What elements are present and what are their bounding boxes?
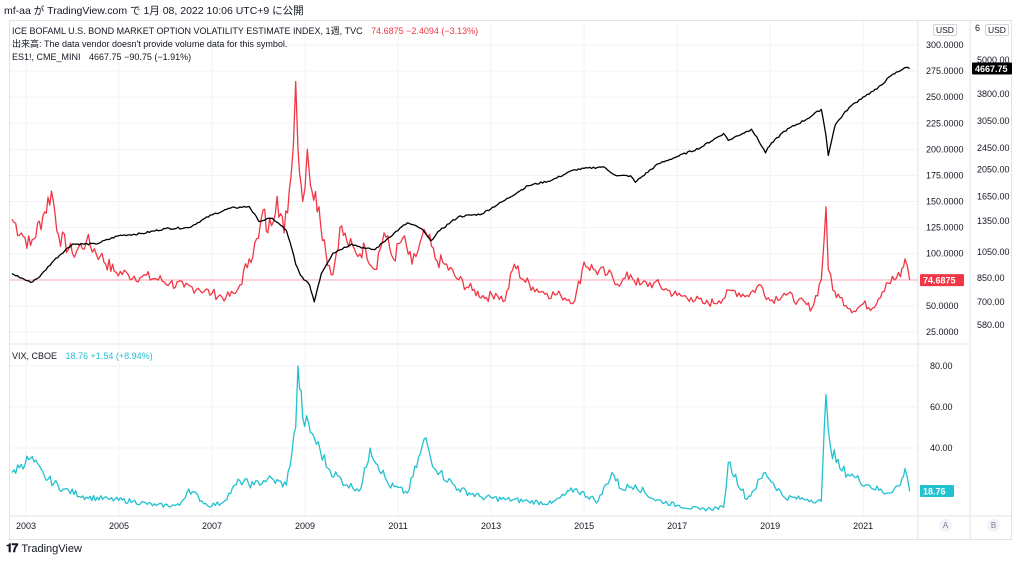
vix-axis-tick-label: 60.00 bbox=[930, 402, 953, 412]
price-badges: 4667.75 74.6875 18.76 bbox=[920, 62, 1012, 497]
right-axis-tick-label: 2050.00 bbox=[977, 165, 1010, 175]
vix-last-badge: 18.76 bbox=[920, 485, 954, 497]
legend-es[interactable]: ES1!, CME_MINI 4667.75 −90.75 (−1.91%) bbox=[12, 52, 191, 63]
right-axis-tick-label: 3050.00 bbox=[977, 116, 1010, 126]
right-axis-tick-label: 2450.00 bbox=[977, 143, 1010, 153]
move-last-badge-text: 74.6875 bbox=[923, 276, 956, 286]
right-axis-tick-label: 1350.00 bbox=[977, 216, 1010, 226]
time-axis-tick-label: 2007 bbox=[202, 521, 222, 531]
time-axis-tick-label: 2011 bbox=[388, 521, 407, 531]
legend-es-values: 4667.75 −90.75 (−1.91%) bbox=[89, 52, 192, 62]
tradingview-logo-icon: 𝟏𝟕 bbox=[6, 541, 18, 555]
series-group bbox=[11, 66, 911, 512]
right-axis-tick-label: 1650.00 bbox=[977, 191, 1010, 201]
move-series-line bbox=[11, 80, 911, 314]
left-axis-tick-label: 50.0000 bbox=[926, 301, 959, 311]
vix-axis-tick-label: 40.00 bbox=[930, 443, 953, 453]
time-axis-tick-label: 2013 bbox=[481, 521, 501, 531]
grid-lines bbox=[10, 21, 918, 516]
vix-last-badge-text: 18.76 bbox=[923, 487, 946, 497]
left-axis-currency[interactable]: USD bbox=[933, 24, 957, 36]
legend-volume-note: 出来高: The data vendor doesn't provide vol… bbox=[12, 39, 288, 49]
move-last-badge-bg bbox=[920, 274, 964, 287]
left-axis-tick-label: 25.0000 bbox=[926, 327, 959, 337]
left-axis-tick-label: 125.0000 bbox=[926, 223, 964, 233]
time-axis-tick-label: 2017 bbox=[667, 521, 687, 531]
left-axis-tick-label: 150.0000 bbox=[926, 197, 964, 207]
right-axis-currency[interactable]: USD bbox=[985, 24, 1009, 36]
chart-frame bbox=[9, 20, 1012, 540]
time-axis-tick-label: 2019 bbox=[760, 521, 780, 531]
right-axis-tick-label: 3800.00 bbox=[977, 89, 1010, 99]
vix-axis-tick-label: 80.00 bbox=[930, 361, 953, 371]
move-last-badge: 74.6875 bbox=[920, 274, 964, 287]
right-axis-tick-label: 5000.00 bbox=[977, 55, 1010, 65]
left-axis-tick-label: 225.0000 bbox=[926, 118, 964, 128]
right-axis-tick-label: 850.00 bbox=[977, 273, 1005, 283]
right-axis-tick-label: 580.00 bbox=[977, 320, 1005, 330]
time-axis-tick-label: 2003 bbox=[16, 521, 36, 531]
legend-vix-title: VIX, CBOE bbox=[12, 351, 58, 361]
left-axis-tick-label: 300.0000 bbox=[926, 40, 964, 50]
time-axis-tick-label: 2005 bbox=[109, 521, 129, 531]
legend-vix[interactable]: VIX, CBOE 18.76 +1.54 (+8.94%) bbox=[12, 351, 153, 362]
legend-vix-values: 18.76 +1.54 (+8.94%) bbox=[65, 351, 153, 361]
left-axis-tick-label: 100.0000 bbox=[926, 249, 964, 259]
publish-header: mf-aa が TradingView.com で 1月 08, 2022 10… bbox=[4, 5, 304, 17]
legend-main-values: 74.6875 −2.4094 (−3.13%) bbox=[371, 26, 479, 36]
time-axis-tick-label: 2021 bbox=[853, 521, 873, 531]
es-last-badge-text: 4667.75 bbox=[975, 64, 1008, 74]
left-axis-tick-label: 250.0000 bbox=[926, 92, 964, 102]
axis-ticks: 300.0000 275.0000 250.0000 225.0000 200.0000… bbox=[16, 40, 1010, 531]
legend-main[interactable]: ICE BOFAML U.S. BOND MARKET OPTION VOLAT… bbox=[12, 26, 478, 37]
vix-last-badge-bg bbox=[920, 485, 954, 497]
es-last-badge: 4667.75 bbox=[972, 62, 1012, 75]
time-axis-tick-label: 2009 bbox=[295, 521, 315, 531]
legend-main-title: ICE BOFAML U.S. BOND MARKET OPTION VOLAT… bbox=[12, 26, 363, 36]
time-axis-tick-label: 2015 bbox=[574, 521, 594, 531]
right-axis-tick-label: 1050.00 bbox=[977, 247, 1010, 257]
right-axis-tick-label: 700.00 bbox=[977, 297, 1005, 307]
es-series-line bbox=[11, 66, 910, 303]
auto-scale-button[interactable]: A bbox=[939, 519, 952, 532]
es-last-badge-bg bbox=[972, 62, 1012, 75]
left-axis-tick-label: 175.0000 bbox=[926, 170, 964, 180]
footer-brand[interactable]: TradingView bbox=[21, 542, 82, 555]
scale-b-button[interactable]: B bbox=[987, 519, 1000, 532]
left-axis-tick-label: 200.0000 bbox=[926, 144, 964, 154]
left-axis-tick-label: 275.0000 bbox=[926, 66, 964, 76]
right-axis-top-tick: 6 bbox=[975, 23, 981, 33]
footer: 𝟏𝟕 TradingView bbox=[6, 541, 82, 556]
legend-es-title: ES1!, CME_MINI bbox=[12, 52, 81, 62]
vix-series-line bbox=[11, 365, 911, 512]
